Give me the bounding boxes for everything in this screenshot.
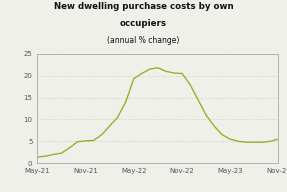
Text: (annual % change): (annual % change)	[107, 36, 180, 46]
Text: New dwelling purchase costs by own: New dwelling purchase costs by own	[54, 2, 233, 11]
Text: occupiers: occupiers	[120, 19, 167, 28]
